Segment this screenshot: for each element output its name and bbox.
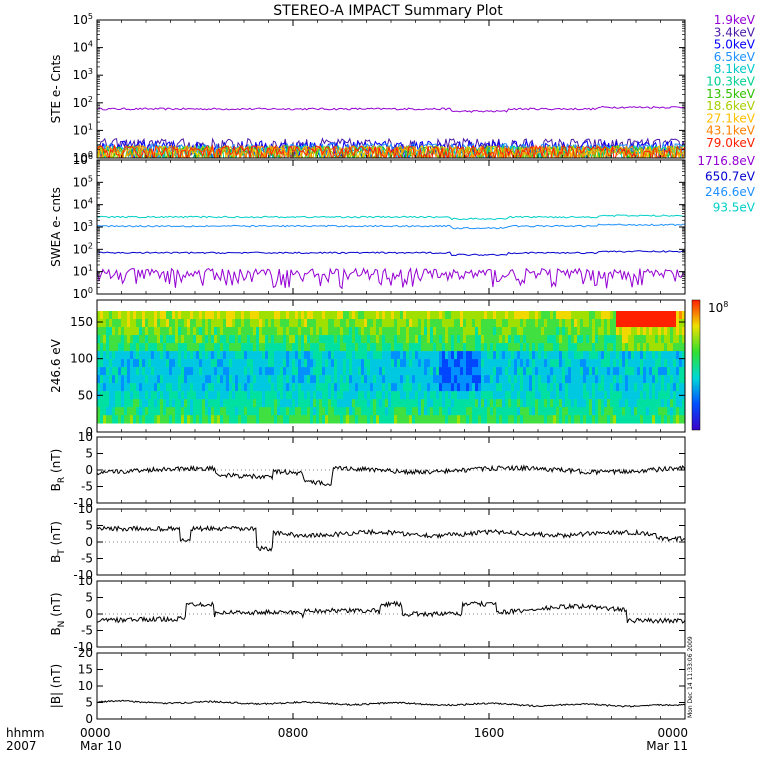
time-row-label: hhmm (6, 726, 45, 740)
legend-93.5eV: 93.5eV (713, 201, 756, 215)
ylabel-ste: STE e- Cnts (49, 55, 63, 124)
series-BN (97, 600, 685, 624)
legend-1716.8eV: 1716.8eV (697, 154, 755, 168)
series-10.3keV (97, 144, 685, 158)
tick-label: 5 (85, 696, 93, 710)
panel-frame (96, 652, 686, 720)
ylabel-bmag: |B| (nT) (49, 664, 63, 708)
time-tick-label: 0000 (657, 726, 688, 740)
tick-label: 5 (85, 447, 93, 461)
series-1.9keV (97, 105, 685, 113)
panel-bn: -10 -5 0 5 10 BN (nT) (49, 574, 686, 654)
legend-13.5keV: 13.5keV (706, 87, 756, 101)
legend-43.1keV: 43.1keV (706, 124, 756, 138)
tick-label: 103 (73, 219, 93, 234)
legend-1.9keV: 1.9keV (714, 13, 756, 27)
tick-label: -10 (73, 640, 93, 654)
timestamp-note: Mon Dec 14 11:33:06 2009 (687, 636, 694, 718)
tick-label: 102 (73, 241, 93, 256)
tick-label: 101 (73, 264, 93, 279)
tick-label: -5 (81, 480, 93, 494)
tick-label: 106 (73, 152, 93, 167)
tick-label: 50 (78, 388, 93, 402)
tick-label: 104 (73, 40, 93, 55)
legends-group: 1.9keV3.4keV5.0keV6.5keV8.1keV10.3keV13.… (697, 13, 755, 215)
panel-frame (96, 19, 686, 159)
legend-6.5keV: 6.5keV (714, 50, 756, 64)
tick-label: 100 (73, 150, 93, 165)
ylabel-bn: BN (nT) (49, 592, 67, 635)
tick-label: 10 (78, 574, 93, 588)
ylabel-pad: 246.6 eV (49, 338, 63, 393)
tick-label: 10 (78, 430, 93, 444)
tick-label: -10 (73, 496, 93, 510)
legend-3.4keV: 3.4keV (714, 25, 756, 39)
year-label: 2007 (6, 739, 37, 753)
date-tick-label: Mar 11 (646, 739, 688, 753)
tick-label: -10 (73, 568, 93, 582)
series-1716.8eV (97, 267, 685, 290)
series-93.5eV (97, 214, 685, 221)
tick-label: 100 (73, 286, 93, 301)
tick-label: 103 (73, 67, 93, 82)
tick-label: 0 (85, 425, 93, 439)
ylabel-swea: SWEA e- cnts (49, 187, 63, 267)
colorbar-label: 108 (708, 300, 728, 315)
tick-label: 5 (85, 591, 93, 605)
panel-ste: 100 101 102 103 104 105 STE e- Cnts (49, 12, 686, 165)
tick-label: 10 (78, 679, 93, 693)
tick-label: 0 (85, 463, 93, 477)
series-79.0keV (97, 143, 685, 158)
panel-bmag: 0 5 10 15 20 |B| (nT) (49, 646, 686, 726)
tick-label: 102 (73, 95, 93, 110)
colorbar (691, 299, 701, 431)
legend-8.1keV: 8.1keV (714, 62, 756, 76)
ylabel-bt: BT (nT) (49, 521, 67, 563)
tick-label: 105 (73, 12, 93, 27)
tick-label: 15 (78, 663, 93, 677)
date-tick-label: Mar 10 (80, 739, 122, 753)
tick-label: -5 (81, 624, 93, 638)
series-BR (97, 464, 685, 486)
panel-pad: 0 50 100 150 108 246.6 eV (49, 299, 728, 439)
tick-label: 105 (73, 174, 93, 189)
chart-title: STEREO-A IMPACT Summary Plot (273, 3, 503, 19)
series-|B| (97, 699, 685, 708)
legend-246.6eV: 246.6eV (705, 185, 756, 199)
time-tick-label: 0000 (80, 726, 111, 740)
time-tick-label: 1600 (474, 726, 505, 740)
time-tick-label: 0800 (278, 726, 309, 740)
tick-label: 100 (70, 352, 93, 366)
series-650.7eV (97, 250, 685, 257)
legend-5.0keV: 5.0keV (714, 38, 756, 52)
panel-br: -10 -5 0 5 10 BR (nT) (49, 430, 686, 510)
panel-bt: -10 -5 0 5 10 BT (nT) (49, 502, 686, 582)
legend-27.1keV: 27.1keV (706, 111, 756, 125)
panel-swea: 100 101 102 103 104 105 106 SWEA e- cnts (49, 152, 686, 301)
legend-650.7eV: 650.7eV (705, 170, 756, 184)
tick-label: 0 (85, 607, 93, 621)
ylabel-br: BR (nT) (49, 449, 67, 492)
tick-label: 0 (85, 712, 93, 726)
legend-79.0keV: 79.0keV (706, 136, 756, 150)
series-BT (97, 524, 685, 552)
legend-18.6keV: 18.6keV (706, 99, 756, 113)
tick-label: 0 (85, 535, 93, 549)
tick-label: 10 (78, 502, 93, 516)
tick-label: 104 (73, 197, 93, 212)
tick-label: 150 (70, 315, 93, 329)
tick-label: 101 (73, 122, 93, 137)
tick-label: 5 (85, 519, 93, 533)
series-18.6keV (97, 143, 685, 158)
tick-label: -5 (81, 552, 93, 566)
legend-10.3keV: 10.3keV (706, 75, 756, 89)
series-246.6eV (97, 223, 685, 230)
tick-label: 20 (78, 646, 93, 660)
